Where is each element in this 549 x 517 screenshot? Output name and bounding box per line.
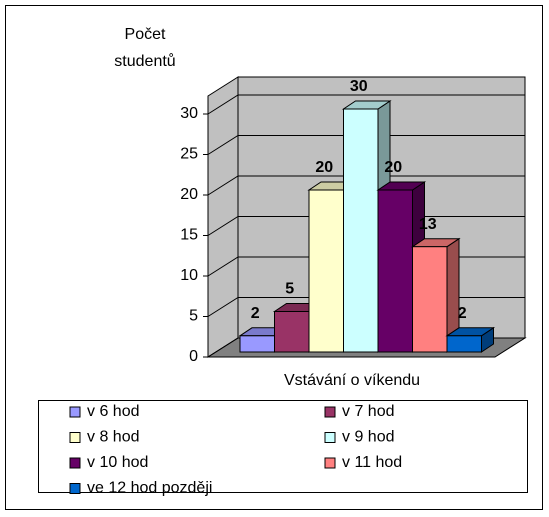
legend-swatch <box>324 406 336 418</box>
bar <box>446 335 482 353</box>
legend-label: v 11 hod <box>342 454 402 471</box>
bar <box>239 335 275 353</box>
grid-line <box>207 216 525 236</box>
legend-swatch <box>69 432 81 443</box>
y-axis-label: studentů <box>114 52 175 70</box>
legend <box>38 400 528 493</box>
value-label: 20 <box>315 159 333 176</box>
legend-label: v 10 hod <box>87 454 148 471</box>
value-label: 13 <box>419 216 437 233</box>
y-tick-label: 10 <box>180 267 198 284</box>
legend-label: v 7 hod <box>342 403 394 420</box>
bar <box>274 311 310 353</box>
bar <box>412 246 448 353</box>
y-tick-label: 0 <box>189 348 198 365</box>
bar <box>377 189 413 353</box>
legend-swatch <box>324 432 336 443</box>
legend-label: v 8 hod <box>87 429 139 446</box>
grid-line <box>207 94 525 115</box>
legend-label: v 6 hod <box>87 403 139 420</box>
value-label: 20 <box>384 159 402 176</box>
y-tick-label: 20 <box>180 186 198 203</box>
legend-label: ve 12 hod později <box>87 480 212 497</box>
legend-label: v 9 hod <box>342 429 394 446</box>
grid-line <box>207 135 525 155</box>
bar <box>308 189 344 353</box>
bar <box>343 108 379 353</box>
y-tick-label: 15 <box>180 227 198 244</box>
side-wall <box>207 76 239 358</box>
value-label: 5 <box>285 281 294 298</box>
legend-swatch <box>69 483 81 494</box>
y-tick-label: 25 <box>180 146 198 163</box>
legend-swatch <box>69 406 81 418</box>
y-tick-label: 30 <box>180 105 198 122</box>
value-label: 2 <box>458 305 467 322</box>
legend-swatch <box>324 457 336 469</box>
value-label: 30 <box>350 78 368 95</box>
x-axis-label: Vstávání o víkendu <box>284 372 420 389</box>
legend-swatch <box>69 457 81 469</box>
y-axis-label: Počet <box>125 26 166 43</box>
y-tick-label: 5 <box>189 308 198 325</box>
value-label: 2 <box>251 305 260 322</box>
grid-line <box>207 175 525 196</box>
